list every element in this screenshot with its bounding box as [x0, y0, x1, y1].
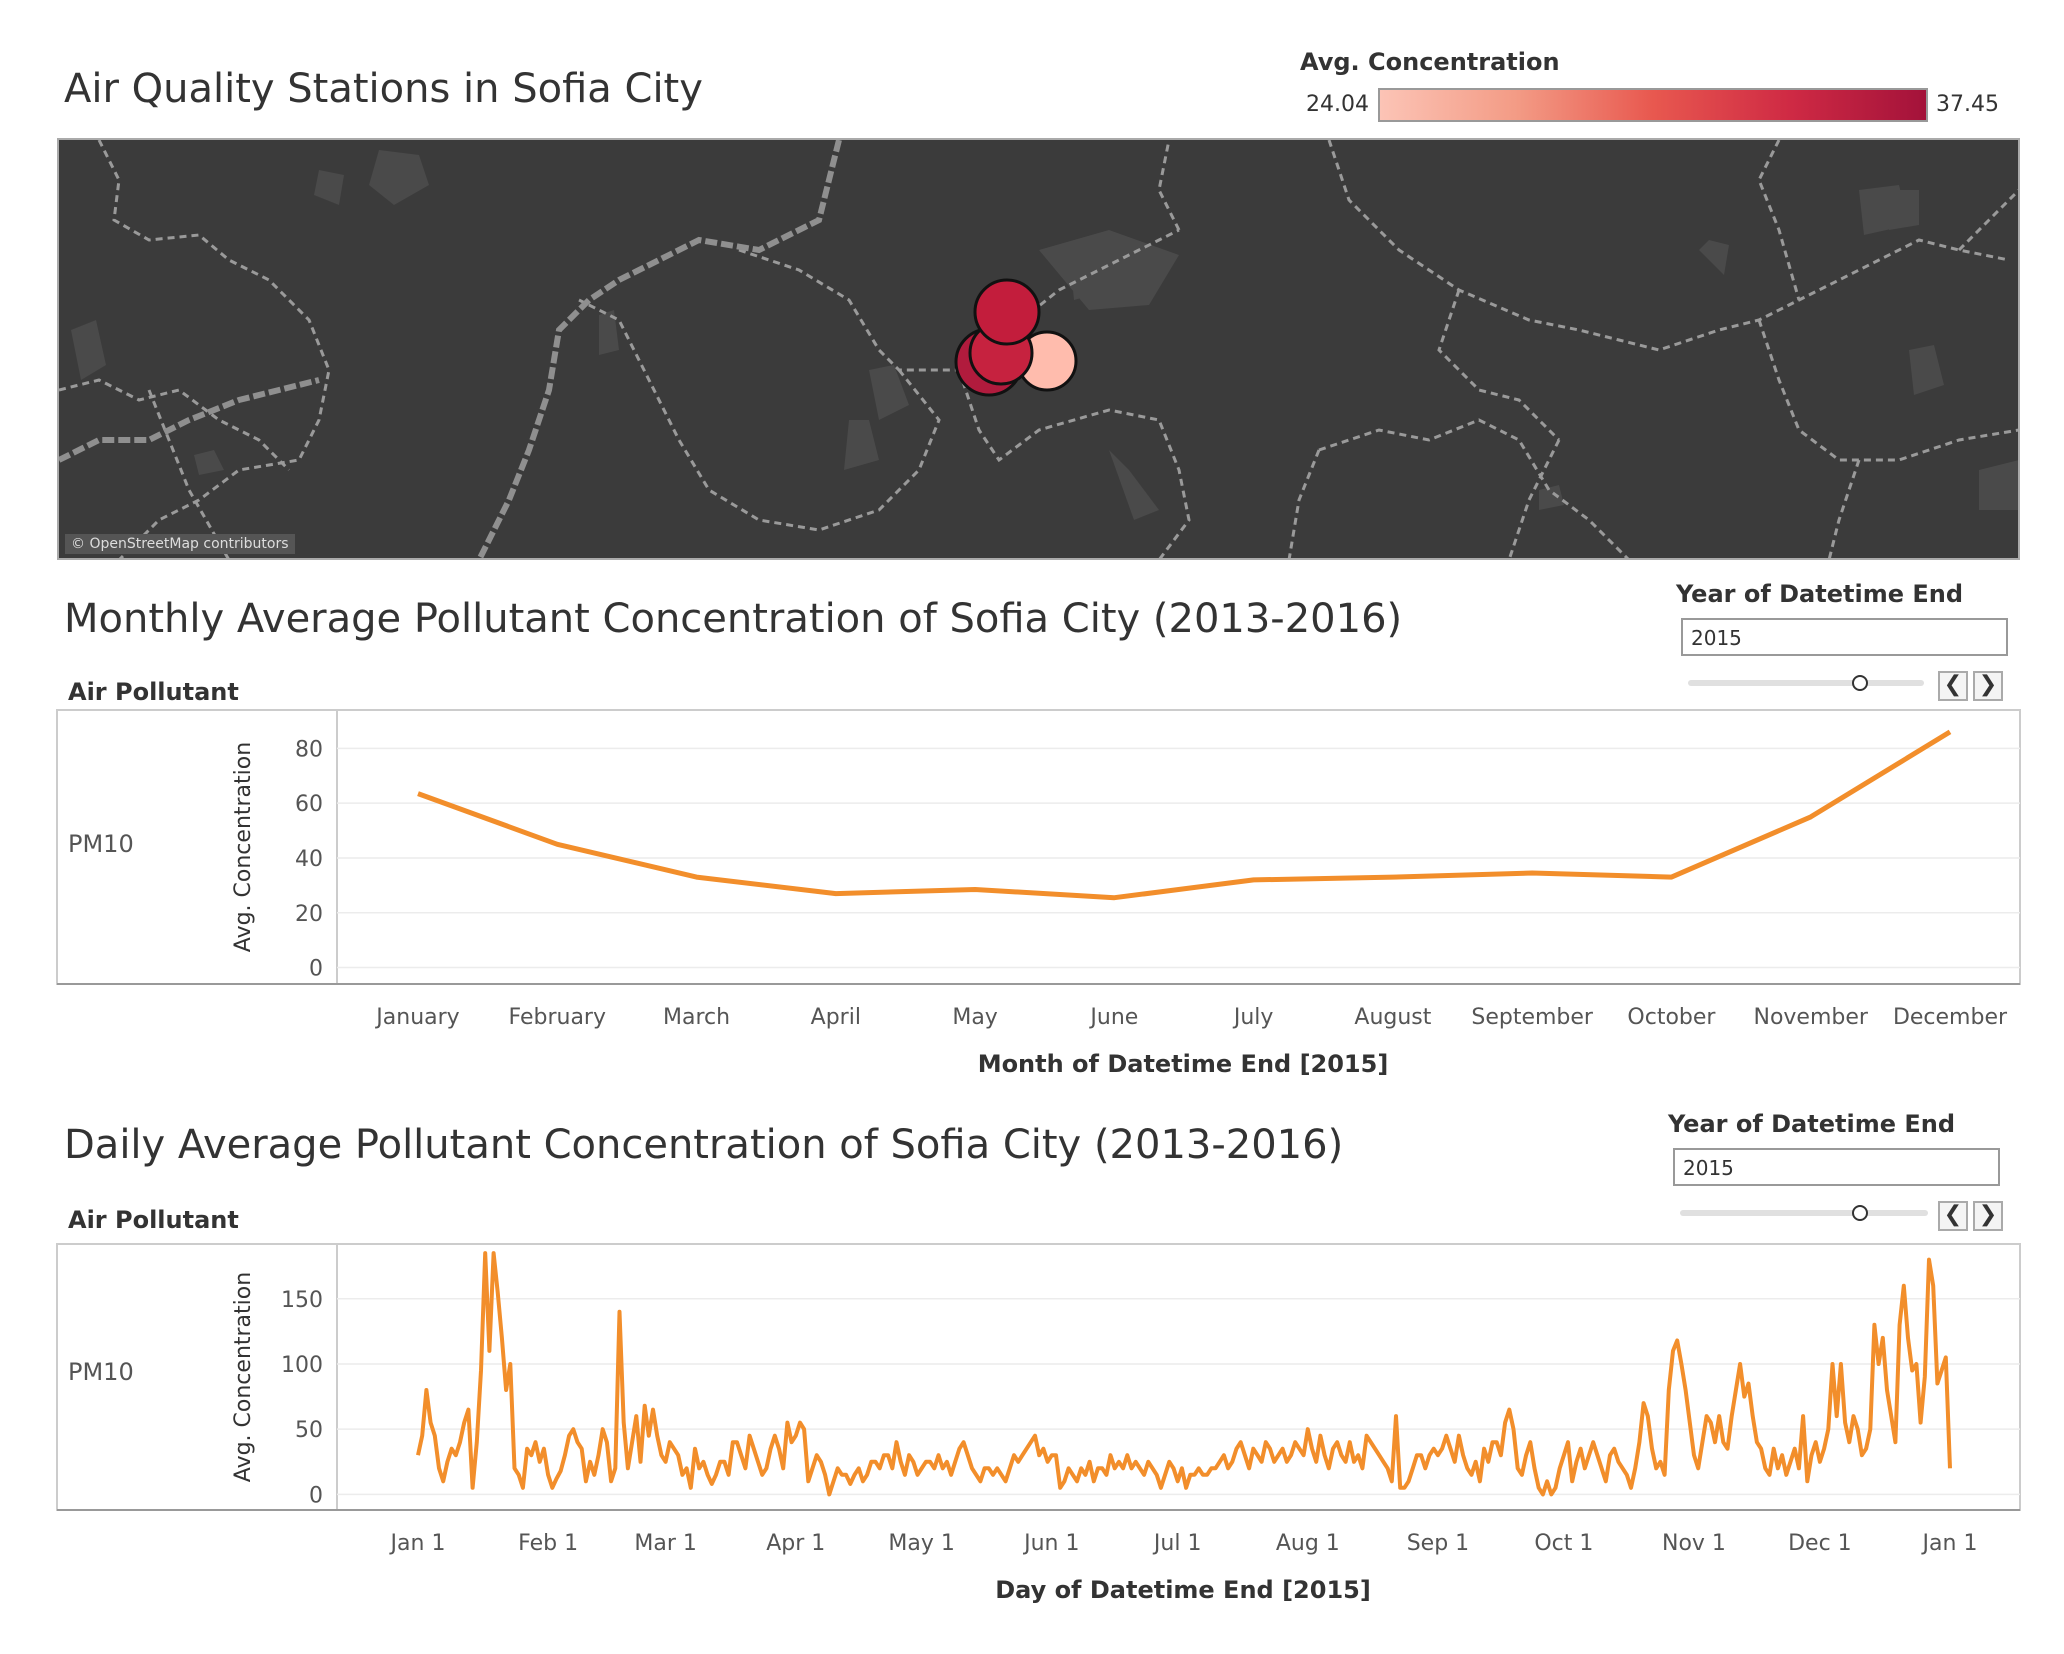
- monthly-year-filter: Year of Datetime End 2015 ❮ ❯: [1676, 580, 2036, 710]
- x-axis-label: Month of Datetime End [2015]: [978, 1050, 1389, 1078]
- year-slider-thumb[interactable]: [1852, 1205, 1868, 1221]
- x-tick-label: Jul 1: [1152, 1531, 1202, 1556]
- prev-year-button[interactable]: ❮: [1938, 671, 1968, 701]
- x-tick-label: Nov 1: [1662, 1531, 1726, 1556]
- x-tick-label: August: [1354, 1005, 1431, 1030]
- map-canvas[interactable]: [59, 140, 2020, 560]
- legend-min: 24.04: [1306, 92, 1369, 117]
- daily-title: Daily Average Pollutant Concentration of…: [64, 1122, 1344, 1168]
- x-tick-label: September: [1471, 1005, 1594, 1030]
- station-marker[interactable]: [973, 278, 1041, 346]
- year-slider-thumb[interactable]: [1852, 675, 1868, 691]
- year-input[interactable]: 2015: [1673, 1148, 2000, 1186]
- x-tick-label: November: [1754, 1005, 1869, 1030]
- map-title: Air Quality Stations in Sofia City: [64, 66, 703, 112]
- x-tick-label: February: [509, 1005, 607, 1030]
- x-tick-label: July: [1232, 1005, 1274, 1030]
- next-year-button[interactable]: ❯: [1973, 1201, 2003, 1231]
- x-tick-label: Dec 1: [1788, 1531, 1852, 1556]
- x-tick-label: April: [811, 1005, 861, 1030]
- x-tick-label: Aug 1: [1276, 1531, 1340, 1556]
- year-input[interactable]: 2015: [1681, 618, 2008, 656]
- legend-title: Avg. Concentration: [1300, 48, 1560, 76]
- x-tick-label: Jan 1: [389, 1531, 446, 1556]
- daily-row-header: Air Pollutant: [68, 1206, 239, 1234]
- y-axis-label: Avg. Concentration: [231, 1272, 256, 1482]
- daily-row-label: PM10: [68, 1358, 134, 1386]
- x-tick-label: Sep 1: [1407, 1531, 1469, 1556]
- x-tick-label: Jun 1: [1022, 1531, 1079, 1556]
- map-terrain: [71, 150, 2018, 520]
- map-boundaries: [59, 140, 2018, 558]
- x-tick-label: Oct 1: [1534, 1531, 1593, 1556]
- monthly-row-label: PM10: [68, 830, 134, 858]
- y-tick-label: 150: [281, 1288, 323, 1313]
- x-tick-label: June: [1088, 1005, 1138, 1030]
- x-tick-label: Feb 1: [518, 1531, 578, 1556]
- y-tick-label: 60: [295, 792, 323, 817]
- station-markers[interactable]: [954, 278, 1078, 397]
- x-tick-label: December: [1893, 1005, 2008, 1030]
- daily-year-filter: Year of Datetime End 2015 ❮ ❯: [1668, 1110, 2028, 1240]
- y-tick-label: 100: [281, 1353, 323, 1378]
- next-year-button[interactable]: ❯: [1973, 671, 2003, 701]
- x-tick-label: March: [663, 1005, 730, 1030]
- daily-chart[interactable]: 0 50 100 150 Avg. Concentration Day of Dateti…: [0, 1230, 2064, 1610]
- x-tick-label: Jan 1: [1921, 1531, 1978, 1556]
- monthly-chart[interactable]: 0 20 40 60 80 Avg. Concentration Month of Date…: [0, 700, 2064, 1080]
- year-slider[interactable]: [1680, 1210, 1928, 1216]
- year-slider[interactable]: [1688, 680, 1924, 686]
- map-major-boundaries: [59, 140, 842, 558]
- legend-max: 37.45: [1936, 92, 1999, 117]
- y-axis-label: Avg. Concentration: [231, 742, 256, 952]
- y-tick-label: 80: [295, 737, 323, 762]
- x-tick-label: May 1: [888, 1531, 954, 1556]
- map-view[interactable]: © OpenStreetMap contributors: [57, 138, 2020, 560]
- y-tick-label: 40: [295, 847, 323, 872]
- monthly-title: Monthly Average Pollutant Concentration …: [64, 596, 1403, 642]
- y-tick-label: 50: [295, 1418, 323, 1443]
- year-filter-label: Year of Datetime End: [1676, 580, 1963, 608]
- map-attribution[interactable]: © OpenStreetMap contributors: [65, 534, 295, 554]
- year-filter-label: Year of Datetime End: [1668, 1110, 1955, 1138]
- monthly-row-header: Air Pollutant: [68, 678, 239, 706]
- prev-year-button[interactable]: ❮: [1938, 1201, 1968, 1231]
- x-tick-label: Apr 1: [766, 1531, 825, 1556]
- y-tick-label: 0: [309, 957, 323, 982]
- y-tick-label: 20: [295, 902, 323, 927]
- y-tick-label: 0: [309, 1483, 323, 1508]
- legend-gradient: [1378, 88, 1928, 122]
- x-tick-label: January: [374, 1005, 459, 1030]
- series-line[interactable]: [417, 729, 1952, 901]
- x-axis-label: Day of Datetime End [2015]: [995, 1576, 1371, 1604]
- x-tick-label: October: [1627, 1005, 1716, 1030]
- chart-frame: [56, 1243, 2021, 1511]
- x-tick-label: Mar 1: [634, 1531, 697, 1556]
- series-line[interactable]: [416, 1251, 1952, 1497]
- x-tick-label: May: [952, 1005, 997, 1030]
- color-legend: Avg. Concentration 24.04: [1300, 48, 1928, 128]
- chart-frame: [56, 709, 2021, 985]
